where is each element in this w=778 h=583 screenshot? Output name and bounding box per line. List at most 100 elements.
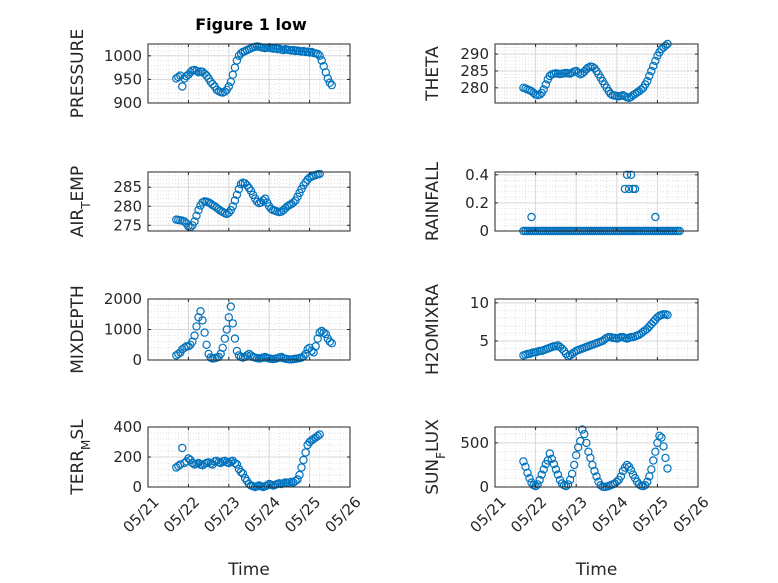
data-point	[190, 217, 199, 226]
x-tick-label: 05/26	[669, 493, 712, 536]
data-point	[651, 56, 660, 66]
data-point	[533, 480, 542, 489]
subplot-pressure: 900 950 1000 PRESSURE	[68, 29, 351, 118]
data-point	[301, 448, 310, 457]
data-point	[228, 319, 237, 328]
x-tick-label: 05/24	[588, 493, 631, 536]
data-point	[222, 325, 231, 334]
data-point	[661, 453, 670, 463]
data-point	[232, 346, 242, 356]
x-tick-label: 05/22	[507, 493, 550, 536]
data-point	[252, 197, 262, 206]
data-point	[261, 194, 270, 203]
data-point	[313, 49, 322, 59]
x-tick-label: 05/23	[548, 493, 591, 536]
data-point	[557, 344, 567, 353]
data-point	[220, 334, 229, 343]
data-point	[661, 41, 670, 50]
data-point	[204, 458, 213, 467]
data-point	[535, 475, 544, 485]
data-point	[291, 476, 300, 486]
y-tick-label: 280	[460, 79, 489, 97]
data-point	[196, 307, 205, 316]
data-point	[551, 465, 561, 474]
data-point	[230, 334, 240, 343]
data-point	[549, 459, 559, 469]
data-point	[218, 343, 227, 352]
data-point	[178, 82, 187, 91]
subplot-mixdepth: 0 1000 2000 MIXDEPTH	[68, 285, 351, 374]
data-point	[567, 469, 577, 478]
data-point	[311, 342, 320, 351]
data-point	[539, 85, 548, 94]
data-point	[527, 212, 536, 222]
data-point	[230, 196, 240, 205]
data-point	[553, 470, 563, 479]
axes-box	[494, 298, 699, 361]
data-point	[576, 436, 585, 446]
y-axis-label: AIRTEMP	[68, 166, 93, 237]
y-tick-label: 0	[479, 478, 489, 496]
plot-area	[495, 172, 698, 231]
y-tick-label: 275	[113, 216, 142, 234]
data-point	[230, 458, 240, 468]
data-point	[327, 339, 336, 348]
y-tick-label: 285	[460, 62, 489, 80]
y-tick-label: 950	[113, 70, 142, 88]
data-point	[649, 61, 658, 71]
data-point	[561, 481, 571, 491]
subplot-h2omixra: 5 10 H2OMIXRA	[423, 284, 699, 375]
data-point	[315, 169, 324, 179]
axes-box	[494, 171, 699, 232]
axes-box	[494, 43, 699, 104]
data-point	[321, 329, 330, 339]
data-point	[190, 331, 199, 340]
data-point	[655, 431, 664, 440]
data-point	[192, 322, 201, 331]
y-tick-label: 0	[132, 351, 142, 369]
data-point	[228, 202, 237, 211]
data-point	[622, 170, 632, 179]
y-tick-label: 500	[460, 434, 489, 452]
data-point	[663, 464, 672, 473]
y-tick-label: 400	[113, 418, 142, 436]
data-point	[590, 466, 599, 476]
data-point	[624, 184, 634, 194]
data-point	[180, 217, 189, 226]
data-point	[663, 310, 672, 320]
data-point	[651, 447, 660, 456]
data-point	[200, 328, 209, 337]
data-point	[293, 475, 302, 484]
data-point	[234, 351, 244, 360]
data-point	[238, 469, 248, 478]
data-point	[194, 458, 203, 468]
data-point	[174, 72, 183, 82]
x-tick-label: 05/25	[281, 493, 324, 536]
data-point	[315, 328, 324, 337]
data-point	[283, 202, 292, 211]
data-point	[323, 74, 332, 83]
y-tick-label: 290	[460, 45, 489, 63]
data-point	[622, 460, 632, 470]
data-point	[578, 425, 587, 434]
data-point	[582, 438, 591, 448]
data-point	[643, 477, 652, 486]
data-point	[258, 196, 268, 205]
data-point	[525, 474, 534, 483]
x-tick-label: 05/21	[119, 493, 162, 536]
data-point	[649, 456, 658, 465]
y-tick-label: 0	[132, 478, 142, 496]
data-point	[315, 51, 324, 61]
y-tick-label: 0.2	[465, 194, 489, 212]
data-point	[651, 212, 660, 222]
data-point	[563, 480, 573, 489]
data-point	[295, 470, 304, 480]
data-point	[647, 320, 656, 329]
data-point	[561, 349, 571, 359]
data-point	[208, 79, 217, 89]
data-point	[541, 80, 551, 89]
data-point	[659, 442, 668, 451]
